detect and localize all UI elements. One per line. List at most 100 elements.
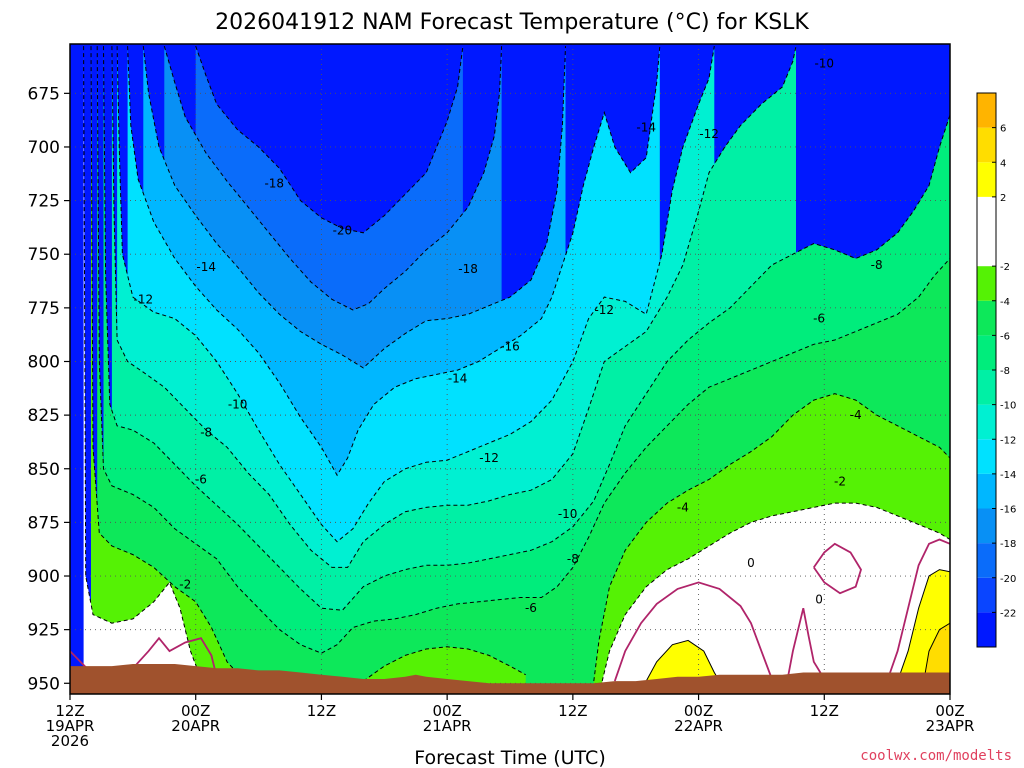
contour-line-1 xyxy=(163,45,503,311)
y-tick-label-2: 725 xyxy=(28,192,60,212)
colorbar-label-10: -16 xyxy=(1000,505,1016,516)
contour-label-0: -20 xyxy=(333,224,353,238)
zero-contour-3 xyxy=(813,542,862,595)
contour-label-24: 0 xyxy=(747,556,755,570)
y-tick-label-3: 750 xyxy=(28,245,60,265)
colorbar-band-13 xyxy=(977,127,996,163)
colorbar-band-2 xyxy=(977,543,996,578)
colorbar-band-4 xyxy=(977,473,996,509)
colorbar-band-10 xyxy=(977,266,996,301)
contour-line-10 xyxy=(593,393,950,682)
contour-lines xyxy=(70,45,950,682)
contour-label-2: -18 xyxy=(458,262,478,276)
warm-contour-2 xyxy=(923,622,950,682)
colorbar: 6 4 2 -2 -4 -6 -8 -10 -12 -14 -16 -18 -20 -22 xyxy=(976,92,1016,648)
warm-region-0 xyxy=(646,640,720,682)
y-tick-label-6: 825 xyxy=(28,406,60,426)
y-tick-label-7: 850 xyxy=(28,460,60,480)
contour-line-3 xyxy=(127,46,661,477)
contour-label-12: -10 xyxy=(558,507,578,521)
colorbar-label-3: -2 xyxy=(1000,262,1010,273)
contour-label-21: -4 xyxy=(850,408,862,422)
contour-line-12 xyxy=(601,502,950,682)
x-tick-label-1: 00Z 20APR xyxy=(171,702,220,735)
colorbar-band-11 xyxy=(977,196,996,267)
colorbar-label-4: -4 xyxy=(1000,297,1010,308)
colorbar-band-12 xyxy=(977,162,996,197)
x-tick-label-0: 12Z 19APR 2026 xyxy=(46,702,95,750)
x-tick-label-5: 00Z 22APR xyxy=(674,702,723,735)
colorbar-band-14 xyxy=(977,93,996,128)
contour-label-3: -16 xyxy=(500,339,520,353)
contour-label-6: -14 xyxy=(636,121,656,135)
y-axis: 675 700 725 750 775 800 825 850 875 900 925 950 xyxy=(28,84,70,694)
colorbar-band-8 xyxy=(977,335,996,370)
y-tick-label-11: 950 xyxy=(28,674,60,694)
contour-label-23: -2 xyxy=(834,475,846,489)
contour-label-19: -6 xyxy=(813,312,825,326)
ground-terrain xyxy=(70,664,950,694)
contour-label-20: -4 xyxy=(677,500,689,514)
colorbar-label-6: -8 xyxy=(1000,366,1010,377)
zero-contour-4 xyxy=(886,538,950,682)
plot-frame xyxy=(69,43,951,695)
contour-label-11: -10 xyxy=(228,397,248,411)
colorbar-label-9: -14 xyxy=(1000,470,1016,481)
contour-line-2 xyxy=(142,46,566,369)
contour-label-25: 0 xyxy=(815,593,823,607)
colorbar-label-13: -22 xyxy=(1000,608,1016,619)
contour-line-5 xyxy=(111,45,797,568)
colorbar-label-0: 6 xyxy=(1000,124,1006,135)
contour-label-9: -12 xyxy=(594,303,614,317)
contour-label-4: -14 xyxy=(196,260,216,274)
colorbar-label-7: -10 xyxy=(1000,401,1016,412)
credit-text: coolwx.com/modelts xyxy=(860,748,1012,764)
y-tick-label-9: 900 xyxy=(28,567,60,587)
colorbar-label-8: -12 xyxy=(1000,435,1016,446)
colorbar-label-12: -20 xyxy=(1000,574,1016,585)
contour-label-10: -12 xyxy=(699,127,719,141)
x-axis-label: Forecast Time (UTC) xyxy=(414,747,605,768)
x-tick-label-7: 00Z 23APR xyxy=(926,702,975,735)
colorbar-label-11: -18 xyxy=(1000,539,1016,550)
contour-label-16: -8 xyxy=(871,258,883,272)
warm-contour-1 xyxy=(897,569,950,682)
zero-contour-2 xyxy=(786,607,826,680)
warm-contour-0 xyxy=(645,639,720,682)
zero-contour-1 xyxy=(613,581,773,682)
y-tick-label-5: 800 xyxy=(28,352,60,372)
contour-label-22: -2 xyxy=(179,578,191,592)
colorbar-band-6 xyxy=(977,404,996,440)
contour-label-14: -8 xyxy=(200,425,212,439)
contour-label-13: -10 xyxy=(814,56,834,70)
colorbar-band-0 xyxy=(977,612,996,647)
colorbar-band-9 xyxy=(977,300,996,336)
x-tick-label-3: 00Z 21APR xyxy=(423,702,472,735)
grid-lines xyxy=(70,44,950,694)
colorbar-band-1 xyxy=(977,577,996,613)
contour-label-18: -6 xyxy=(525,601,537,615)
ground-layer xyxy=(70,664,950,694)
contour-line-4 xyxy=(116,46,715,543)
y-tick-label-1: 700 xyxy=(28,138,60,158)
colorbar-band-7 xyxy=(977,370,996,405)
contour-line-9 xyxy=(363,646,526,682)
contour-label-17: -6 xyxy=(195,472,207,486)
y-tick-label-8: 875 xyxy=(28,513,60,533)
contour-labels: -20-18-18-16-14-14-14-12-12-12-12-10-10-… xyxy=(134,56,883,615)
colorbar-label-1: 4 xyxy=(1000,158,1006,169)
colorbar-band-3 xyxy=(977,508,996,544)
plot-area: -20-18-18-16-14-14-14-12-12-12-12-10-10-… xyxy=(70,44,950,694)
x-tick-label-4: 12Z xyxy=(558,702,587,720)
contour-line-8 xyxy=(90,46,244,680)
colorbar-label-5: -6 xyxy=(1000,331,1010,342)
x-tick-label-2: 12Z xyxy=(307,702,336,720)
contour-label-15: -8 xyxy=(567,552,579,566)
x-tick-label-6: 12Z xyxy=(810,702,839,720)
warm-region-2 xyxy=(923,623,950,682)
contour-line-0 xyxy=(195,45,464,234)
y-tick-label-0: 675 xyxy=(28,84,60,104)
contour-line-11 xyxy=(83,46,202,680)
colorbar-label-2: 2 xyxy=(1000,193,1006,204)
